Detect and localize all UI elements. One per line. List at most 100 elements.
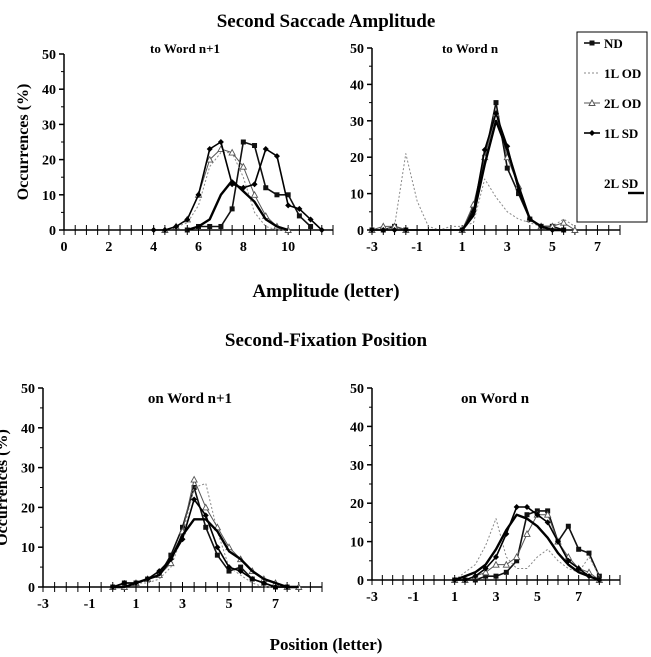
panel-3: 0 10 20 30 40 50 -3 -1 1 3 5 7 on Word n+1 Occurrence… (0, 382, 323, 612)
y-tick-label: 0 (49, 224, 56, 239)
y-tick-label: 50 (42, 48, 56, 63)
data-point (586, 550, 592, 556)
series-line (461, 119, 564, 232)
y-tick-label: 30 (350, 115, 364, 130)
data-point (274, 192, 280, 198)
x-tick-label: 7 (272, 597, 279, 612)
data-point (252, 143, 258, 149)
data-point (201, 503, 210, 511)
data-point (109, 584, 116, 590)
x-tick-label: 0 (61, 240, 68, 255)
x-tick-label: 1 (133, 597, 140, 612)
x-tick-label: 10 (281, 240, 295, 255)
series-line (112, 479, 299, 588)
data-point (516, 191, 522, 197)
x-tick-label: -3 (366, 240, 378, 255)
section1-title: Second Saccade Amplitude (217, 11, 436, 32)
series-line (112, 486, 288, 588)
data-point (380, 227, 387, 233)
data-point (191, 496, 198, 503)
data-point (285, 202, 292, 209)
x-tick-label: -1 (411, 240, 423, 255)
data-point (239, 162, 248, 170)
section2-xlabel: Position (letter) (270, 635, 383, 654)
series-nd (369, 100, 567, 233)
data-point (481, 146, 488, 153)
panel-title: on Word n (461, 391, 530, 407)
data-point (560, 227, 567, 233)
y-tick-label: 50 (21, 382, 35, 397)
data-point (121, 580, 128, 587)
legend-item: 1L OD (584, 66, 641, 81)
data-point (217, 139, 224, 145)
legend-label: 2L OD (604, 96, 641, 111)
data-point (544, 519, 551, 526)
data-point (272, 584, 279, 590)
legend-item: 2L OD (584, 96, 641, 111)
data-point (369, 227, 375, 233)
series-line (112, 518, 299, 589)
x-tick-label: 4 (150, 240, 157, 255)
y-tick-label: 0 (357, 224, 364, 239)
series-line (454, 513, 600, 582)
data-point (481, 568, 490, 576)
x-tick-label: 7 (575, 590, 582, 605)
y-tick-label: 10 (350, 536, 364, 551)
data-point (249, 576, 256, 583)
series-line (186, 179, 289, 232)
series-line (112, 483, 288, 588)
data-point (524, 504, 530, 511)
data-point (502, 560, 511, 568)
legend-label: 2L SD (604, 176, 638, 191)
data-point (161, 227, 168, 233)
data-point (191, 485, 197, 490)
y-tick-label: 50 (350, 382, 364, 397)
data-point (184, 227, 190, 233)
series-line (372, 112, 564, 231)
data-point (168, 552, 174, 558)
data-point (513, 504, 520, 511)
data-point (504, 165, 510, 171)
data-point (462, 577, 468, 583)
data-point (214, 552, 220, 558)
panel-title: on Word n+1 (148, 391, 232, 407)
series-1l-sd (369, 110, 567, 233)
data-point (512, 553, 521, 560)
series-1l-sd (109, 496, 291, 590)
x-tick-label: 3 (504, 240, 511, 255)
data-point (195, 191, 202, 198)
data-point (180, 524, 185, 530)
series-nd (110, 485, 290, 590)
series-2l-od (108, 475, 303, 590)
legend-box (576, 31, 648, 223)
data-point (218, 223, 224, 229)
panel-2: 0 10 20 30 40 50 -3 -1 1 3 5 7 to Word n (350, 41, 621, 255)
data-point (534, 511, 541, 518)
y-tick-label: 40 (21, 422, 35, 437)
x-tick-label: -3 (37, 597, 49, 612)
data-point (318, 227, 325, 233)
x-tick-label: -3 (366, 590, 378, 605)
x-tick-label: 3 (493, 590, 500, 605)
legend-marker (589, 130, 595, 136)
data-point (503, 569, 509, 575)
data-point (493, 573, 499, 579)
legend-marker (589, 40, 595, 46)
data-point (296, 213, 302, 219)
data-point (555, 538, 561, 545)
y-tick-label: 40 (350, 78, 364, 93)
data-point (492, 560, 500, 568)
series-line (112, 498, 288, 588)
data-point (263, 185, 269, 191)
legend-label: 1L OD (604, 66, 641, 81)
data-point (202, 512, 209, 519)
x-tick-label: 5 (549, 240, 556, 255)
data-point (472, 573, 479, 580)
y-tick-label: 30 (350, 459, 364, 474)
series-1l-od (372, 153, 576, 231)
y-tick-label: 20 (21, 501, 35, 516)
data-point (296, 205, 303, 212)
data-point (308, 223, 314, 229)
